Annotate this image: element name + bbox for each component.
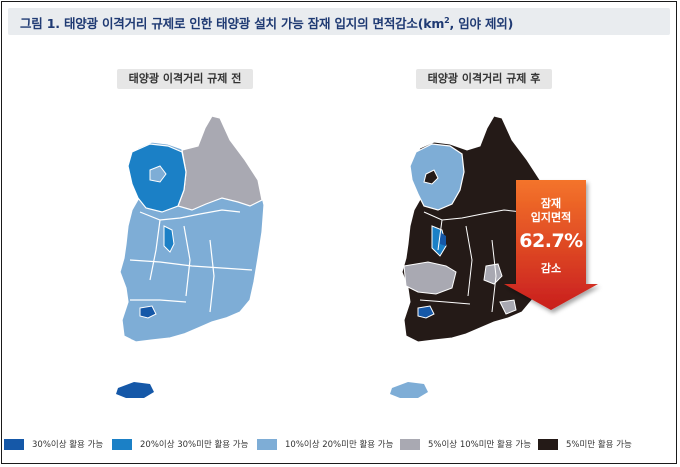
region-seoul	[149, 165, 167, 183]
region-daejeon-after	[440, 232, 446, 246]
region-gwangju	[139, 305, 157, 319]
island-ulleung	[128, 330, 136, 340]
legend-label: 30%이상 활용 가능	[32, 440, 104, 450]
legend-swatch	[112, 438, 132, 450]
legend: 30%이상 활용 가능 20%이상 30%미만 활용 가능 10%이상 20%미…	[4, 438, 676, 460]
legend-swatch	[4, 438, 24, 450]
before-map-label: 태양광 이격거리 규제 전	[117, 69, 253, 89]
region-daegu-gray	[483, 263, 503, 285]
legend-label: 20%이상 30%미만 활용 가능	[140, 440, 249, 450]
legend-item-30plus: 30%이상 활용 가능	[4, 438, 103, 450]
legend-swatch	[538, 438, 558, 450]
callout-line1: 잠재	[540, 197, 562, 210]
legend-item-20-30: 20%이상 30%미만 활용 가능	[112, 438, 248, 450]
region-borders-after	[419, 209, 523, 313]
region-seoul-after	[423, 169, 439, 185]
region-gwangju-after	[417, 305, 435, 319]
region-busan-gray	[499, 299, 517, 315]
callout-line3: 감소	[540, 262, 562, 275]
legend-swatch	[400, 438, 420, 450]
legend-label: 5%미만 활용 가능	[566, 440, 632, 450]
region-honam-gray	[403, 261, 457, 295]
legend-item-10-20: 10%이상 20%미만 활용 가능	[257, 438, 393, 450]
legend-item-under5: 5%미만 활용 가능	[538, 438, 632, 450]
region-borders-before	[129, 209, 253, 313]
region-jeju	[116, 382, 154, 398]
title-bar: 그림 1. 태양광 이격거리 규제로 인한 태양광 설치 가능 잠재 입지의 면…	[8, 8, 670, 35]
legend-item-5-10: 5%이상 10%미만 활용 가능	[400, 438, 531, 450]
callout-value: 62.7%	[519, 230, 583, 252]
callout-line2: 입지면적	[530, 211, 572, 224]
figure-title: 그림 1. 태양광 이격거리 규제로 인한 태양광 설치 가능 잠재 입지의 면…	[20, 15, 514, 31]
after-map-label: 태양광 이격거리 규제 후	[416, 69, 552, 89]
region-jeju-after	[390, 382, 428, 398]
map-before	[116, 115, 265, 398]
reduction-arrow	[504, 180, 598, 310]
legend-label: 5%이상 10%미만 활용 가능	[428, 440, 532, 450]
legend-label: 10%이상 20%미만 활용 가능	[285, 440, 394, 450]
region-gangwon	[177, 115, 263, 211]
region-chungcheong-strip	[163, 225, 175, 253]
legend-swatch	[257, 438, 277, 450]
